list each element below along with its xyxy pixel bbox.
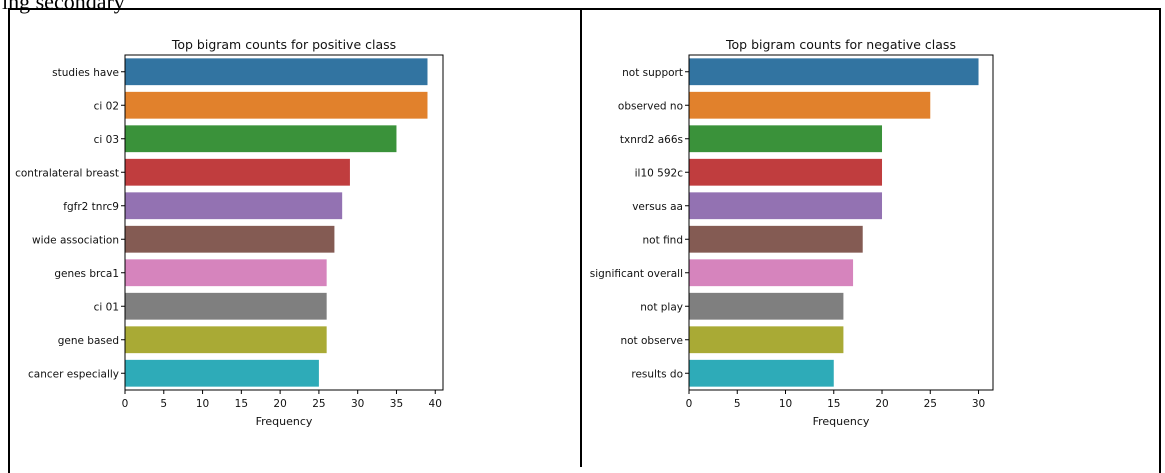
bar-il10-592c (689, 158, 883, 186)
x-tick-label: 20 (875, 398, 888, 410)
x-axis-label: Frequency (813, 415, 870, 428)
y-tick-label: not support (622, 67, 683, 79)
x-tick-label: 35 (390, 398, 403, 410)
y-tick-label: results do (631, 368, 683, 380)
y-tick-label: not find (643, 234, 683, 246)
bar-fgfr2-tnrc9 (125, 192, 343, 220)
y-tick-label: contralateral breast (15, 167, 119, 179)
bar-not-observe (689, 326, 844, 354)
y-tick-label: not observe (620, 335, 683, 347)
y-tick-label: txnrd2 a66s (620, 134, 683, 146)
x-tick-label: 10 (779, 398, 792, 410)
chart-title: Top bigram counts for positive class (171, 37, 396, 52)
x-tick-label: 15 (235, 398, 248, 410)
bar-ci-02 (125, 91, 428, 119)
y-tick-label: genes brca1 (54, 268, 119, 280)
x-tick-label: 40 (429, 398, 442, 410)
chart-title: Top bigram counts for negative class (725, 37, 956, 52)
x-tick-label: 5 (160, 398, 167, 410)
y-tick-label: ci 01 (94, 301, 119, 313)
x-tick-label: 30 (972, 398, 985, 410)
x-tick-label: 0 (686, 398, 693, 410)
x-tick-label: 25 (924, 398, 937, 410)
chart-positive-class: Top bigram counts for positive class stud… (15, 37, 444, 428)
chart-negative-class: Top bigram counts for negative class not … (590, 37, 994, 428)
bar-genes-brca1 (125, 259, 327, 287)
y-tick-label: not play (640, 301, 683, 313)
x-tick-label: 0 (122, 398, 129, 410)
bar-txnrd2-a66s (689, 125, 883, 153)
bar-ci-01 (125, 292, 327, 320)
y-tick-label: cancer especially (28, 368, 119, 380)
bar-versus-aa (689, 192, 883, 220)
y-tick-label: wide association (32, 234, 119, 246)
bar-not-find (689, 225, 863, 253)
bar-significant-overall (689, 259, 854, 287)
y-tick-label: observed no (618, 100, 683, 112)
y-tick-label: studies have (52, 67, 119, 79)
bar-studies-have (125, 58, 428, 86)
bar-results-do (689, 359, 834, 387)
x-tick-label: 25 (312, 398, 325, 410)
bar-cancer-especially (125, 359, 319, 387)
bar-observed-no (689, 91, 931, 119)
y-tick-label: fgfr2 tnrc9 (63, 201, 119, 213)
y-tick-label: ci 03 (94, 134, 119, 146)
x-tick-label: 20 (273, 398, 286, 410)
x-tick-label: 5 (734, 398, 741, 410)
bar-not-play (689, 292, 844, 320)
bar-contralateral-breast (125, 158, 350, 186)
plot-frame (688, 54, 994, 391)
y-tick-label: il10 592c (635, 167, 684, 179)
x-tick-label: 30 (351, 398, 364, 410)
figure-frame (8, 8, 1161, 473)
y-tick-label: ci 02 (94, 100, 119, 112)
y-tick-label: gene based (58, 335, 119, 347)
x-axis-label: Frequency (256, 415, 313, 428)
bar-not-support (689, 58, 979, 86)
panel-divider (580, 8, 582, 467)
plot-frame (124, 54, 444, 391)
x-tick-label: 15 (827, 398, 840, 410)
bar-gene-based (125, 326, 327, 354)
y-tick-label: versus aa (632, 201, 683, 213)
y-tick-label: significant overall (590, 268, 683, 280)
bar-wide-association (125, 225, 335, 253)
x-tick-label: 10 (196, 398, 209, 410)
bar-ci-03 (125, 125, 397, 153)
